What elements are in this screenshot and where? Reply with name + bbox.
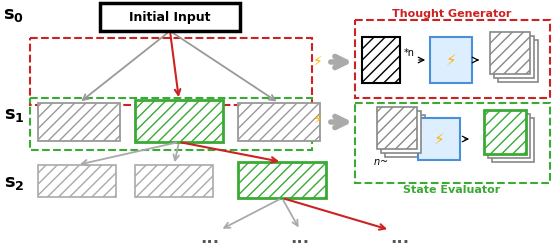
Bar (492, 118, 534, 162)
Bar (355, 103, 550, 183)
Bar (494, 36, 534, 78)
Text: ...: ... (291, 229, 310, 244)
Text: ...: ... (200, 229, 220, 244)
Text: State Evaluator: State Evaluator (403, 185, 501, 195)
Text: Thought Generator: Thought Generator (393, 9, 512, 19)
Bar (238, 162, 326, 198)
Bar (135, 100, 223, 142)
Text: ⚡: ⚡ (446, 52, 456, 68)
Text: ...: ... (390, 229, 409, 244)
Text: $\bf{s_2}$: $\bf{s_2}$ (4, 174, 24, 192)
Bar (488, 114, 530, 158)
Text: ⚡: ⚡ (313, 55, 323, 69)
Bar (30, 98, 312, 150)
Bar (418, 118, 460, 160)
Bar (498, 40, 538, 82)
Bar (362, 37, 400, 83)
Text: $n$~: $n$~ (373, 157, 388, 167)
Bar (38, 103, 120, 141)
Bar (484, 110, 526, 154)
Bar (38, 165, 116, 197)
Bar (355, 20, 550, 98)
Bar (100, 3, 240, 31)
Text: ⚡: ⚡ (313, 113, 323, 127)
Text: ⚡: ⚡ (433, 132, 445, 146)
Text: *n: *n (404, 48, 415, 58)
Bar (381, 111, 421, 153)
Bar (135, 165, 213, 197)
Text: $\bf{s_0}$: $\bf{s_0}$ (3, 6, 25, 24)
Bar (238, 103, 320, 141)
Bar (377, 107, 417, 149)
Text: Initial Input: Initial Input (129, 10, 211, 23)
Bar (30, 38, 312, 105)
Bar (430, 37, 472, 83)
Text: $\bf{s_1}$: $\bf{s_1}$ (3, 106, 25, 124)
Bar (490, 32, 530, 74)
Bar (385, 115, 425, 157)
